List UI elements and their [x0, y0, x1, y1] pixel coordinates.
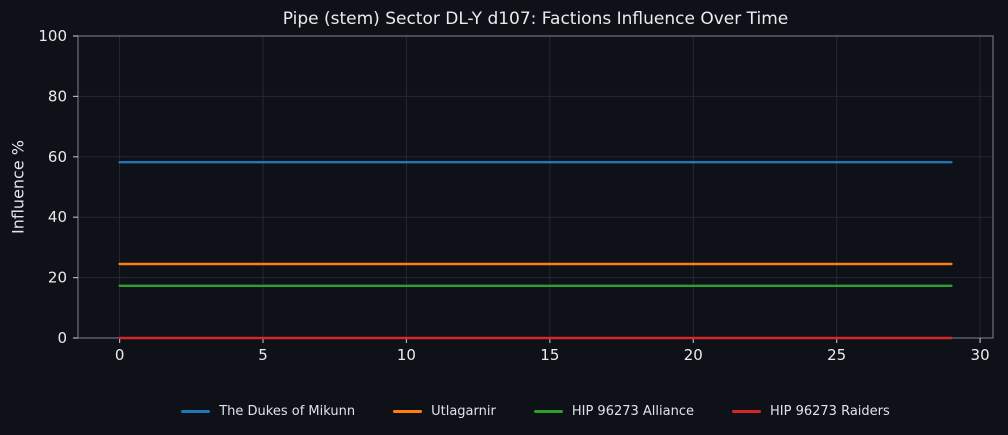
x-tick-label: 25	[827, 346, 846, 364]
plot-border	[77, 35, 994, 339]
y-tick-label: 20	[48, 269, 67, 287]
x-tick-label: 0	[115, 346, 125, 364]
y-tick-label: 60	[48, 148, 67, 166]
legend-swatch-hip-96273-raiders	[732, 409, 761, 413]
y-tick-label: 80	[48, 87, 67, 105]
x-tick-label: 10	[397, 346, 416, 364]
legend-item-the-dukes-of-mikunn: The Dukes of Mikunn	[181, 404, 355, 419]
legend-item-hip-96273-raiders: HIP 96273 Raiders	[732, 404, 890, 419]
y-tick-label: 0	[57, 329, 67, 347]
chart-title: Pipe (stem) Sector DL-Y d107: Factions I…	[282, 9, 789, 29]
y-tick-label: 100	[38, 27, 67, 45]
legend-item-hip-96273-alliance: HIP 96273 Alliance	[533, 403, 694, 419]
x-tick-label: 30	[971, 346, 990, 364]
x-tick-label: 5	[258, 346, 268, 364]
legend-label: HIP 96273 Alliance	[571, 403, 694, 419]
y-tick-label: 40	[48, 208, 67, 226]
legend: The Dukes of Mikunn Utlagarnir HIP 96273 A…	[78, 399, 993, 423]
legend-label: Utlagarnir	[431, 403, 496, 419]
x-tick-label: 20	[684, 346, 703, 364]
legend-swatch-utlagarnir	[393, 409, 423, 413]
legend-swatch-hip-96273-alliance	[533, 409, 563, 413]
legend-label: The Dukes of Mikunn	[219, 403, 356, 419]
x-tick-label: 15	[540, 346, 559, 364]
legend-swatch-the-dukes-of-mikunn	[181, 409, 211, 413]
legend-label: HIP 96273 Raiders	[770, 403, 890, 419]
legend-item-utlagarnir: Utlagarnir	[393, 404, 496, 419]
